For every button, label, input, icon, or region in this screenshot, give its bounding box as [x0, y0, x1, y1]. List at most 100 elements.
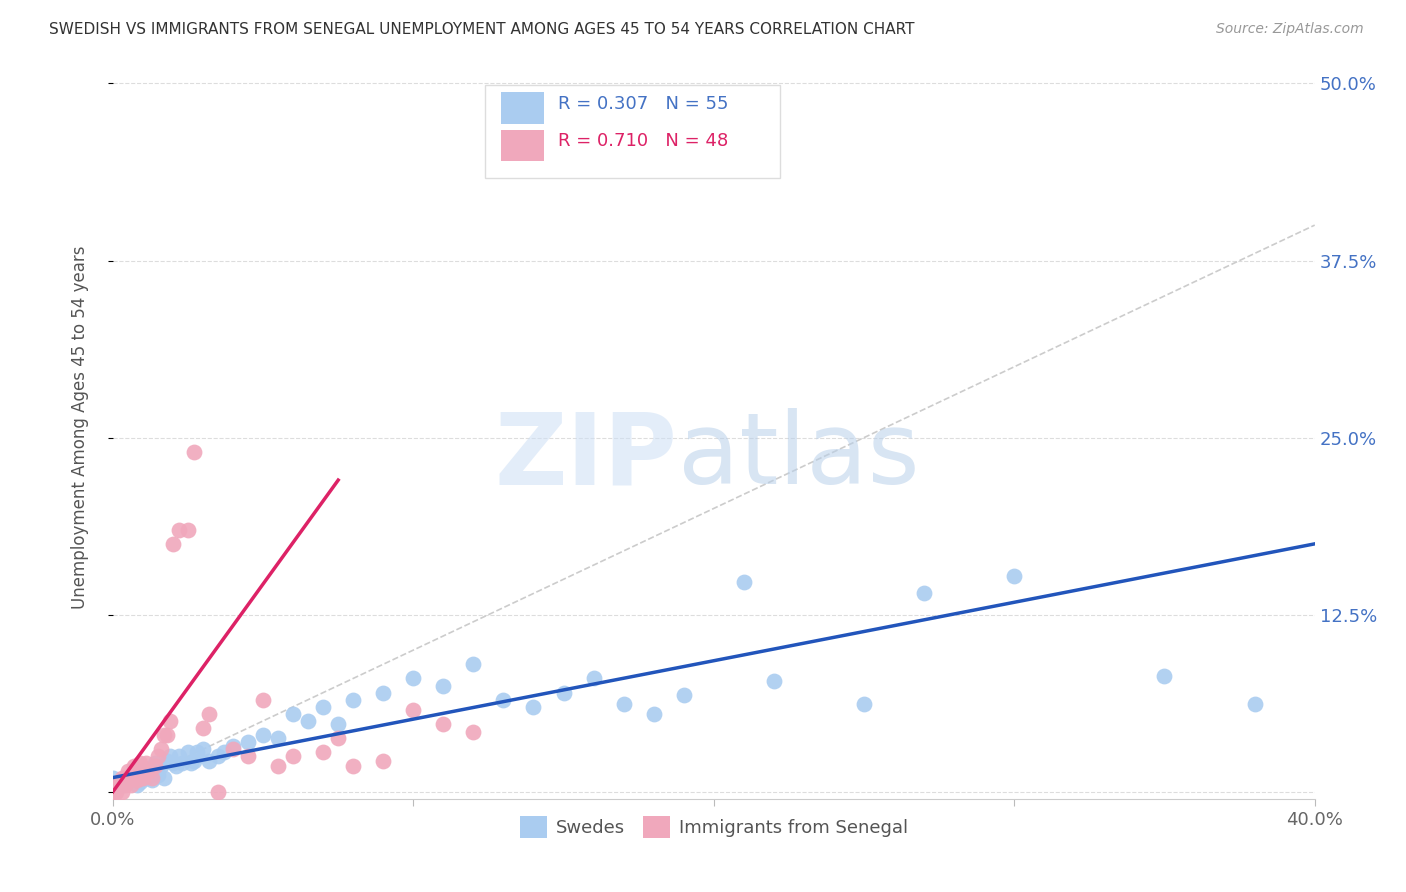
Point [207, 749, 229, 764]
Point [222, 739, 245, 754]
Point [138, 768, 160, 782]
Point [101, 785, 124, 799]
Point [146, 768, 169, 782]
Point [146, 749, 169, 764]
Point [183, 754, 205, 768]
Point [128, 756, 150, 771]
Point [252, 692, 274, 706]
Point [104, 785, 127, 799]
Point [122, 771, 145, 785]
FancyBboxPatch shape [501, 93, 544, 124]
Point [643, 706, 665, 721]
Point [463, 725, 485, 739]
Point [125, 773, 148, 788]
Point [117, 773, 139, 788]
Point [342, 759, 364, 773]
Point [191, 742, 214, 756]
Point [143, 756, 166, 771]
Point [135, 771, 157, 785]
Point [117, 773, 139, 788]
Text: SWEDISH VS IMMIGRANTS FROM SENEGAL UNEMPLOYMENT AMONG AGES 45 TO 54 YEARS CORREL: SWEDISH VS IMMIGRANTS FROM SENEGAL UNEMP… [49, 22, 915, 37]
Point [153, 771, 176, 785]
Point [312, 745, 335, 759]
Point [111, 778, 134, 792]
Point [122, 759, 145, 773]
Point [212, 745, 235, 759]
Point [165, 759, 187, 773]
Point [128, 771, 150, 785]
Point [1243, 697, 1265, 711]
Point [522, 699, 544, 714]
Point [402, 672, 425, 686]
Point [328, 716, 350, 731]
Point [111, 771, 134, 785]
Point [149, 742, 172, 756]
Point [183, 444, 205, 458]
Point [492, 692, 515, 706]
FancyBboxPatch shape [501, 129, 544, 161]
Point [463, 657, 485, 672]
Point [132, 771, 155, 785]
Point [132, 764, 155, 778]
Point [114, 778, 136, 792]
Point [159, 749, 181, 764]
Point [162, 537, 184, 551]
Point [328, 731, 350, 745]
Text: R = 0.307   N = 55: R = 0.307 N = 55 [558, 95, 728, 112]
Point [128, 774, 150, 789]
Point [143, 759, 166, 773]
Point [167, 749, 190, 764]
Point [672, 689, 695, 703]
Point [267, 731, 290, 745]
Point [167, 523, 190, 537]
Point [402, 703, 425, 717]
Point [125, 764, 148, 778]
Point [236, 749, 259, 764]
Point [582, 672, 605, 686]
Point [159, 714, 181, 728]
Point [156, 754, 179, 768]
Point [111, 785, 134, 799]
Point [853, 697, 876, 711]
Point [297, 714, 319, 728]
Point [162, 756, 184, 771]
Point [114, 771, 136, 785]
Point [135, 756, 157, 771]
Point [373, 754, 395, 768]
Point [125, 778, 148, 792]
FancyBboxPatch shape [485, 85, 780, 178]
Point [553, 685, 575, 699]
Point [312, 699, 335, 714]
Point [149, 759, 172, 773]
Point [762, 674, 785, 689]
Point [207, 785, 229, 799]
Point [1153, 668, 1175, 682]
Text: Source: ZipAtlas.com: Source: ZipAtlas.com [1216, 22, 1364, 37]
Point [191, 721, 214, 735]
Point [108, 778, 131, 792]
Point [267, 759, 290, 773]
Point [342, 692, 364, 706]
Text: atlas: atlas [678, 409, 920, 505]
Point [122, 771, 145, 785]
Text: R = 0.710   N = 48: R = 0.710 N = 48 [558, 132, 728, 150]
Point [153, 728, 176, 742]
Point [912, 586, 935, 600]
Point [198, 754, 221, 768]
Point [281, 706, 304, 721]
Point [180, 756, 202, 771]
Point [132, 764, 155, 778]
Point [733, 575, 755, 590]
Point [613, 697, 636, 711]
Point [222, 742, 245, 756]
Legend: Swedes, Immigrants from Senegal: Swedes, Immigrants from Senegal [512, 809, 915, 846]
Point [186, 745, 208, 759]
Point [432, 716, 454, 731]
Point [252, 728, 274, 742]
Point [141, 771, 163, 785]
Point [120, 778, 142, 792]
Text: ZIP: ZIP [495, 409, 678, 505]
Point [688, 130, 710, 145]
Point [198, 706, 221, 721]
Point [236, 735, 259, 749]
